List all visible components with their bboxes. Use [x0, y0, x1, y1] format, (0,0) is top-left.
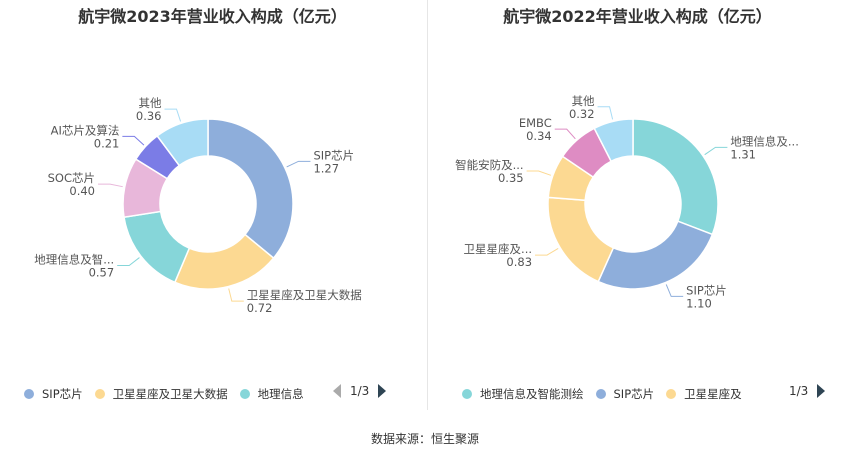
chart-panel-2022: 航宇微2022年营业收入构成（亿元） 地理信息及... 1.31 SIP芯片 1.10… [425, 0, 850, 410]
pie-slice[interactable] [632, 118, 719, 236]
slice-label: SIP芯片 [313, 148, 354, 162]
slice-value-label: 1.31 [730, 147, 756, 161]
legend-label: 卫星星座及 [684, 387, 742, 401]
chart-title: 航宇微2023年营业收入构成（亿元） [78, 7, 347, 26]
data-source-note: 数据来源：恒生聚源 [370, 432, 479, 446]
legend-pager: 1/3 [781, 384, 826, 398]
slice-value-label: 0.36 [136, 109, 162, 123]
legend-item[interactable]: 卫星星座及 [666, 386, 742, 402]
leader-line [117, 257, 140, 267]
leader-line [665, 284, 684, 297]
legend-pager: 1/3 [333, 384, 387, 398]
pie-slice[interactable] [207, 118, 294, 260]
chart-title: 航宇微2022年营业收入构成（亿元） [503, 7, 772, 26]
slice-label: 卫星星座及卫星大数据 [247, 288, 362, 302]
slice-value-label: 0.83 [506, 255, 532, 269]
legend-swatch [239, 389, 250, 399]
legend-item[interactable]: 地理信息及智能测绘 [462, 386, 584, 402]
slice-label: 其他 [572, 94, 595, 108]
pie-slice[interactable] [547, 196, 615, 283]
pie-slice[interactable] [123, 210, 191, 284]
slice-value-label: 1.27 [313, 161, 339, 175]
slice-label: 地理信息及智... [34, 253, 114, 267]
legend-label: 卫星星座及卫星大数据 [112, 387, 228, 401]
slice-value-label: 0.57 [89, 266, 115, 280]
legend-swatch [24, 389, 34, 399]
slice-label: EMBC [519, 116, 552, 130]
leader-line [526, 170, 552, 176]
pie-slice[interactable] [156, 118, 209, 167]
slice-label: 卫星星座及... [464, 242, 532, 256]
slice-value-label: 1.10 [686, 296, 712, 310]
leader-line [122, 135, 145, 146]
legend-item[interactable]: 地理信息 [239, 386, 304, 402]
legend-swatch [666, 389, 677, 399]
slice-label: 其他 [139, 96, 162, 110]
slice-value-label: 0.32 [569, 107, 595, 121]
slice-label: SOC芯片 [48, 171, 95, 185]
slice-label: 智能安防及... [455, 158, 523, 172]
legend-page-label: 1/3 [350, 384, 370, 398]
slice-label: AI芯片及算法 [51, 123, 120, 137]
legend-item[interactable]: 卫星星座及卫星大数据 [94, 386, 228, 402]
legend-page-label: 1/3 [789, 384, 809, 398]
slice-value-label: 0.35 [498, 171, 524, 185]
legend-label: SIP芯片 [42, 387, 83, 401]
legend-item[interactable]: SIP芯片 [24, 386, 83, 402]
legend-swatch [462, 389, 472, 399]
slice-value-label: 0.72 [247, 301, 273, 315]
legend-prev-icon[interactable] [333, 384, 341, 398]
leader-line [535, 247, 559, 256]
leader-line [554, 128, 576, 140]
legend-next-icon[interactable] [817, 384, 826, 398]
pie-slice[interactable] [593, 118, 634, 163]
legend-label: 地理信息 [257, 387, 304, 401]
slice-value-label: 0.40 [69, 184, 95, 198]
leader-line [597, 106, 614, 120]
slice-label: 地理信息及... [730, 134, 798, 148]
slice-label: SIP芯片 [686, 283, 727, 297]
chart-panel-2023: 航宇微2023年营业收入构成（亿元） SIP芯片 1.27 卫星星座及卫星大数据 0.… [0, 0, 425, 410]
leader-line [97, 183, 123, 188]
leader-line [228, 288, 244, 302]
legend: 地理信息及智能测绘 SIP芯片 卫星星座及 [462, 384, 777, 404]
legend-swatch [595, 389, 606, 399]
legend-label: 地理信息及智能测绘 [480, 387, 584, 401]
panel-divider [427, 0, 428, 410]
slice-value-label: 0.21 [94, 136, 120, 150]
leader-line [704, 146, 728, 156]
legend-label: SIP芯片 [613, 387, 655, 401]
pie-slice[interactable] [597, 220, 714, 290]
leader-line [286, 160, 311, 168]
legend-item[interactable]: SIP芯片 [595, 386, 655, 402]
leader-line [164, 108, 182, 122]
legend-prev-icon[interactable] [781, 384, 789, 398]
slice-value-label: 0.34 [526, 129, 552, 143]
legend-next-icon[interactable] [378, 384, 387, 398]
legend: SIP芯片 卫星星座及卫星大数据 地理信息 [24, 384, 324, 404]
legend-swatch [94, 389, 105, 399]
